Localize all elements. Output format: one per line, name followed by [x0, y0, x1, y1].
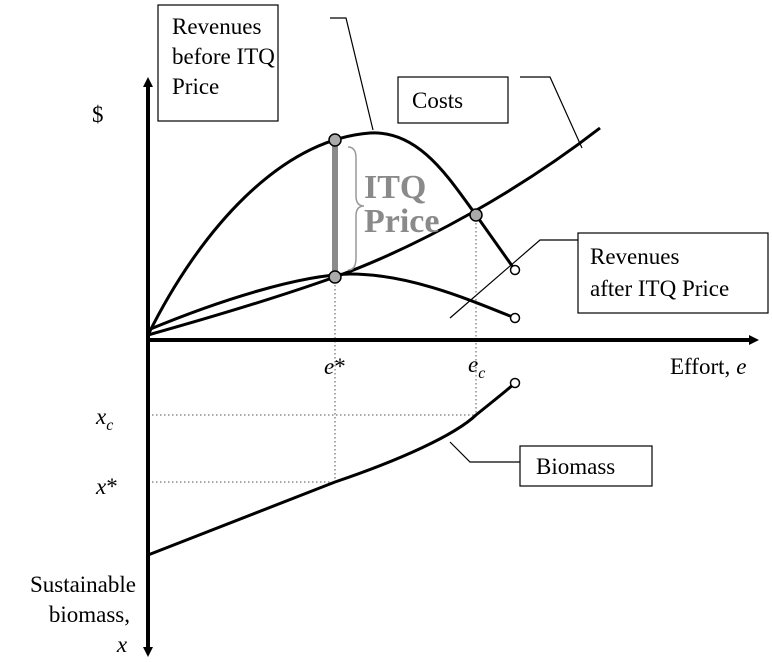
- var: e: [736, 354, 746, 379]
- sub: c: [106, 417, 113, 434]
- mark: *: [106, 474, 118, 499]
- label-box: [157, 4, 279, 122]
- box-text: before ITQ: [172, 44, 275, 69]
- biomass-curve: [147, 381, 517, 557]
- var: e: [468, 352, 478, 377]
- end-point: [509, 312, 521, 324]
- leader: [330, 17, 374, 131]
- leader: [449, 239, 578, 319]
- sub: c: [478, 365, 485, 382]
- box-text: Biomass: [536, 454, 615, 479]
- lower-axis-label: Sustainable: [30, 572, 136, 597]
- box-text: Price: [172, 74, 219, 99]
- text: Effort,: [670, 354, 730, 379]
- end-point: [509, 264, 521, 276]
- e-c: ec: [468, 352, 485, 382]
- x-c: xc: [95, 404, 113, 434]
- costs-curve: [147, 126, 601, 337]
- label-box: [397, 76, 509, 124]
- x-star: x*: [95, 474, 118, 499]
- x-axis-label: Effort, e: [670, 354, 746, 379]
- mark: *: [334, 354, 346, 379]
- revenues-before-curve: [146, 131, 517, 336]
- revenues-after-curve: [147, 272, 516, 332]
- label-box: [577, 232, 769, 314]
- box-text: Revenues: [590, 244, 679, 269]
- lower-axis-label: x: [116, 632, 128, 657]
- box-text: Revenues: [172, 14, 261, 39]
- itq-label: Price: [364, 203, 440, 240]
- brace: [347, 146, 365, 271]
- leader: [520, 76, 583, 149]
- point: [328, 133, 342, 147]
- point: [328, 270, 342, 284]
- point: [469, 208, 483, 222]
- itq-label: ITQ: [364, 169, 426, 206]
- var: x: [95, 474, 107, 499]
- var: e: [324, 354, 334, 379]
- e-star: e*: [324, 354, 346, 379]
- lower-axis-label: biomass,: [49, 602, 130, 627]
- leader: [449, 441, 520, 463]
- var: x: [95, 404, 107, 429]
- end-point: [509, 377, 521, 389]
- box-text: Costs: [412, 88, 463, 113]
- y-axis-label: $: [92, 102, 104, 127]
- box-text: after ITQ Price: [590, 276, 729, 301]
- label-box: [519, 445, 653, 487]
